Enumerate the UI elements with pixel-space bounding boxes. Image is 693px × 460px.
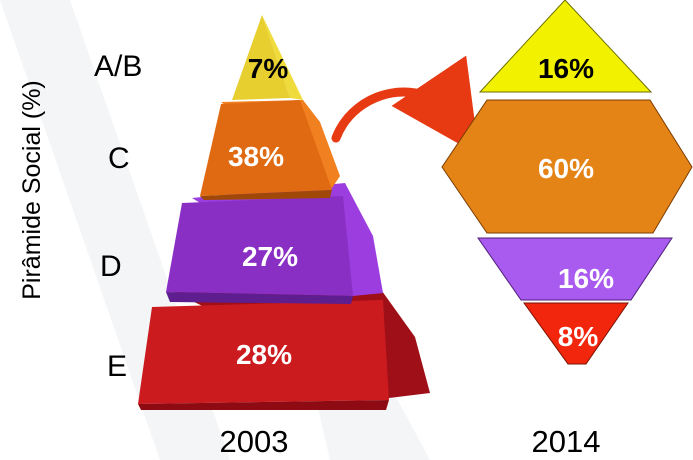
shape-2014-level-c — [441, 99, 693, 234]
percent-2014-c: 60% — [538, 153, 594, 184]
year-label-2003: 2003 — [220, 424, 289, 459]
change-arrow — [331, 55, 480, 156]
percent-2003-d: 27% — [242, 241, 298, 272]
shape-2014-level-ab — [478, 0, 653, 93]
y-axis-label: Pirâmide Social (%) — [18, 80, 46, 300]
class-label-ab: A/B — [94, 50, 142, 83]
pyramid-2003-level-e — [138, 284, 430, 410]
percent-2003-ab: 7% — [248, 53, 289, 84]
class-label-d: D — [100, 250, 122, 283]
class-label-c: C — [108, 142, 130, 175]
shape-2014-level-d — [477, 237, 673, 301]
pyramid-2003-level-c — [200, 100, 340, 200]
shape-2014: 16% 60% 16% 8% — [441, 0, 693, 365]
percent-2003-c: 38% — [228, 141, 284, 172]
pyramid-2003-level-ab — [232, 15, 303, 100]
class-label-e: E — [107, 350, 127, 383]
shape-2014-level-e — [523, 302, 629, 365]
year-label-2014: 2014 — [532, 424, 601, 459]
percent-2014-ab: 16% — [538, 53, 594, 84]
pyramid-2003: 7% 38% 27% 28% — [138, 15, 430, 410]
percent-2014-e: 8% — [558, 321, 599, 352]
percent-2003-e: 28% — [236, 339, 292, 370]
percent-2014-d: 16% — [558, 263, 614, 294]
pyramid-2003-level-d — [166, 183, 383, 304]
